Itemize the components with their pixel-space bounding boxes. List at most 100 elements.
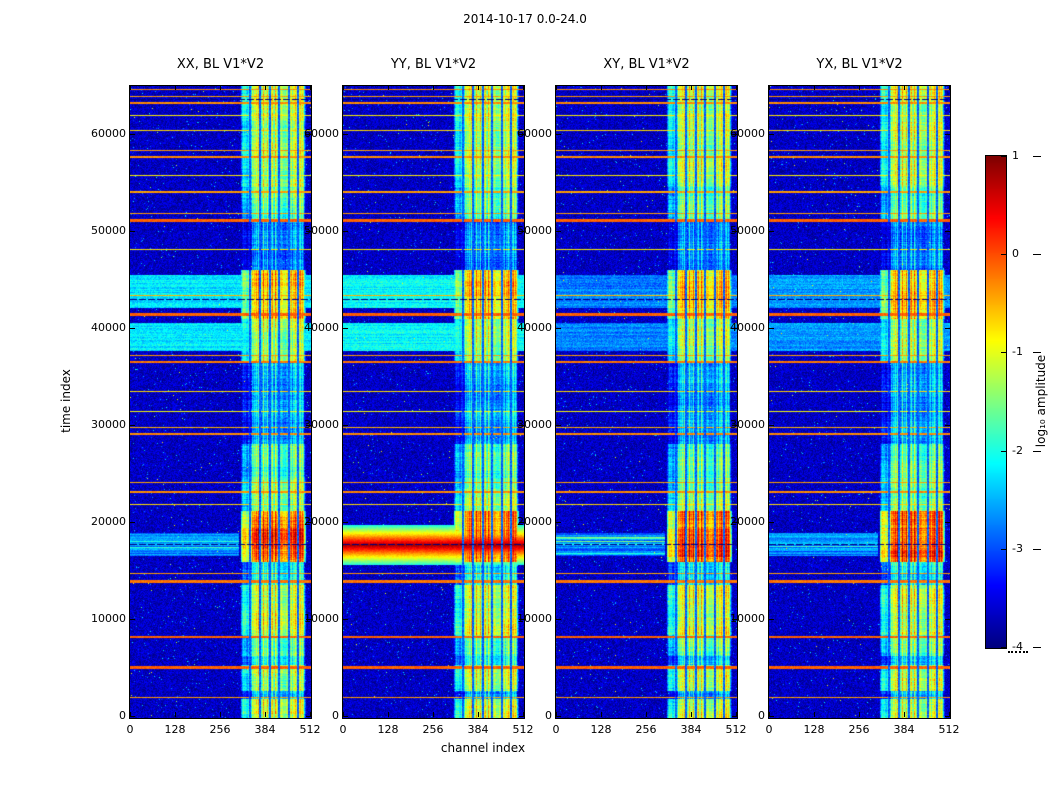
colorbar-label: log₁₀ amplitude [1034, 354, 1048, 448]
colorbar-tick-mark [1001, 156, 1006, 157]
y-tick-mark [343, 327, 348, 329]
colorbar-tick-label: 0 [1012, 247, 1019, 261]
y-axis-label: time index [59, 369, 73, 433]
colorbar-tick-label: -2 [1012, 443, 1023, 457]
x-tick-mark-top [265, 85, 266, 90]
x-tick-label: 128 [164, 723, 186, 736]
x-tick-mark [646, 712, 647, 717]
colorbar-tick-dash [1033, 254, 1041, 256]
heatmap-canvas-yy [343, 86, 524, 718]
y-tick-mark-right [519, 133, 524, 135]
y-tick-mark-right [306, 424, 311, 426]
y-tick-mark-right [306, 521, 311, 523]
x-tick-label: 128 [803, 723, 825, 736]
x-tick-mark-top [175, 85, 176, 90]
colorbar-minor-dots [1008, 650, 1028, 653]
x-tick-mark [433, 712, 434, 717]
y-tick-mark [343, 618, 348, 620]
x-tick-mark [736, 712, 737, 717]
y-tick-mark [130, 716, 135, 717]
y-tick-label: 30000 [91, 417, 126, 431]
y-tick-mark [130, 230, 135, 232]
y-tick-mark [556, 521, 561, 523]
y-tick-label: 30000 [730, 417, 765, 431]
y-tick-mark [556, 327, 561, 329]
x-tick-mark [388, 712, 389, 717]
y-tick-label: 10000 [730, 611, 765, 625]
y-tick-mark-right [732, 133, 737, 135]
x-tick-label: 256 [848, 723, 870, 736]
figure-title: 2014-10-17 0.0-24.0 [463, 12, 587, 26]
colorbar [985, 155, 1007, 649]
y-tick-label: 60000 [91, 126, 126, 140]
x-tick-label: 512 [299, 723, 321, 736]
x-tick-mark [814, 712, 815, 717]
panel-title-xy: XY, BL V1*V2 [603, 57, 690, 72]
colorbar-tick-mark [1001, 254, 1006, 256]
x-tick-mark [769, 712, 770, 717]
colorbar-tick-mark [1001, 647, 1006, 648]
x-axis-label: channel index [440, 741, 526, 755]
y-tick-label: 30000 [517, 417, 552, 431]
colorbar-tick-label: -1 [1012, 345, 1023, 359]
heatmap-canvas-xx [130, 86, 311, 718]
y-tick-mark [556, 133, 561, 135]
colorbar-tick-mark [1001, 548, 1006, 550]
y-tick-label: 20000 [730, 514, 765, 528]
y-tick-mark-right [945, 424, 950, 426]
heatmap-canvas-xy [556, 86, 737, 718]
x-tick-label: 256 [209, 723, 231, 736]
y-tick-label: 50000 [730, 223, 765, 237]
y-tick-label: 60000 [304, 126, 339, 140]
x-tick-mark [949, 712, 950, 717]
y-tick-mark-right [732, 716, 737, 717]
y-tick-mark-right [732, 521, 737, 523]
x-tick-mark [523, 712, 524, 717]
x-tick-label: 512 [938, 723, 960, 736]
heatmap-panel-yx [768, 85, 951, 719]
y-tick-mark [130, 133, 135, 135]
x-tick-mark-top [388, 85, 389, 90]
y-tick-mark [556, 716, 561, 717]
y-tick-mark-right [732, 327, 737, 329]
y-tick-mark [769, 230, 774, 232]
y-tick-label: 10000 [517, 611, 552, 625]
y-tick-mark-right [945, 230, 950, 232]
y-tick-label: 60000 [517, 126, 552, 140]
x-tick-mark [175, 712, 176, 717]
y-tick-mark [556, 424, 561, 426]
x-tick-label: 384 [893, 723, 915, 736]
x-tick-mark [601, 712, 602, 717]
x-tick-mark-top [904, 85, 905, 90]
x-tick-mark-top [343, 85, 344, 90]
x-tick-mark-top [769, 85, 770, 90]
y-tick-mark [343, 230, 348, 232]
y-tick-mark-right [945, 327, 950, 329]
x-tick-label: 0 [339, 723, 347, 736]
x-tick-label: 128 [377, 723, 399, 736]
colorbar-tick-dash [1033, 156, 1041, 157]
panel-title-yx: YX, BL V1*V2 [816, 57, 903, 72]
y-tick-label: 20000 [517, 514, 552, 528]
colorbar-gradient-canvas [986, 156, 1006, 648]
x-tick-label: 512 [725, 723, 747, 736]
colorbar-tick-label: -4 [1012, 640, 1023, 653]
y-tick-mark [130, 327, 135, 329]
y-tick-mark-right [732, 618, 737, 620]
colorbar-tick-dash [1033, 548, 1041, 550]
x-tick-label: 256 [422, 723, 444, 736]
y-tick-mark [343, 716, 348, 717]
x-tick-mark [130, 712, 131, 717]
y-tick-mark-right [519, 618, 524, 620]
y-tick-mark [769, 716, 774, 717]
y-tick-label: 10000 [91, 611, 126, 625]
colorbar-tick-label: -3 [1012, 541, 1023, 555]
x-tick-mark-top [433, 85, 434, 90]
x-tick-label: 0 [552, 723, 560, 736]
y-tick-mark-right [519, 716, 524, 717]
x-tick-mark-top [523, 85, 524, 90]
x-tick-mark-top [220, 85, 221, 90]
y-tick-mark-right [519, 424, 524, 426]
x-tick-mark-top [691, 85, 692, 90]
y-tick-label: 40000 [517, 320, 552, 334]
